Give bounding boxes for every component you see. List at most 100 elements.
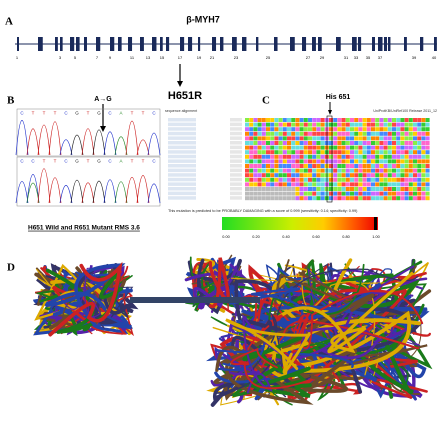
residue xyxy=(400,187,405,191)
residue xyxy=(396,164,401,168)
residue xyxy=(245,154,249,159)
residue xyxy=(245,131,249,136)
residue xyxy=(387,136,392,141)
residue xyxy=(253,131,258,136)
residue xyxy=(400,122,405,127)
residue xyxy=(320,150,325,155)
residue xyxy=(354,177,359,182)
residue xyxy=(408,118,413,122)
residue xyxy=(274,136,279,141)
alignment-header: UniProtKB/UniRef100 Release 2011_12 xyxy=(373,109,437,113)
residue xyxy=(362,168,367,173)
residue xyxy=(278,154,283,159)
residue xyxy=(329,150,333,155)
residue xyxy=(383,191,388,196)
residue xyxy=(261,154,266,159)
residue xyxy=(274,145,279,150)
residue xyxy=(425,131,430,136)
exon xyxy=(420,37,424,51)
residue xyxy=(253,118,258,122)
residue xyxy=(404,177,409,182)
residue xyxy=(417,191,422,196)
residue xyxy=(299,187,304,191)
panel-label: C xyxy=(262,95,270,107)
residue xyxy=(358,127,363,132)
residue xyxy=(341,154,346,159)
residue xyxy=(383,182,388,187)
exon xyxy=(372,37,376,51)
residue xyxy=(366,131,371,136)
panel-label: D xyxy=(7,262,15,274)
residue xyxy=(362,118,367,122)
base-call: A xyxy=(119,111,122,116)
residue xyxy=(387,131,392,136)
residue xyxy=(287,150,291,155)
residue xyxy=(408,122,413,127)
residue xyxy=(425,177,430,182)
residue xyxy=(392,191,396,196)
residue xyxy=(362,177,367,182)
residue xyxy=(358,141,363,145)
residue xyxy=(287,122,291,127)
residue xyxy=(329,141,333,145)
residue xyxy=(396,187,401,191)
residue xyxy=(282,150,287,155)
residue xyxy=(341,168,346,173)
peak xyxy=(37,124,51,156)
residue xyxy=(379,168,384,173)
residue xyxy=(392,131,396,136)
base-call: C xyxy=(152,111,156,116)
residue xyxy=(379,150,384,155)
residue xyxy=(358,154,363,159)
residue xyxy=(345,182,350,187)
residue xyxy=(299,122,304,127)
residue xyxy=(379,122,384,127)
residue xyxy=(392,122,396,127)
residue xyxy=(270,118,275,122)
residue xyxy=(329,173,333,178)
residue xyxy=(337,127,342,132)
residue xyxy=(253,196,258,201)
residue xyxy=(341,191,346,196)
residue xyxy=(270,150,275,155)
residue xyxy=(320,131,325,136)
exon xyxy=(110,37,115,51)
residue xyxy=(274,122,279,127)
residue xyxy=(308,159,312,164)
peak xyxy=(136,139,150,156)
exon xyxy=(242,37,247,51)
residue xyxy=(333,164,338,168)
residue xyxy=(303,122,308,127)
residue xyxy=(287,118,291,122)
residue xyxy=(266,145,270,150)
exon xyxy=(220,37,224,51)
residue xyxy=(400,145,405,150)
base-call: G xyxy=(97,111,101,116)
residue xyxy=(375,168,380,173)
exon-number: 37 xyxy=(378,55,383,60)
base-call: C xyxy=(64,111,68,116)
residue xyxy=(354,196,359,201)
exon xyxy=(17,37,20,51)
exon xyxy=(358,37,362,51)
residue xyxy=(379,141,384,145)
residue xyxy=(320,191,325,196)
residue xyxy=(278,131,283,136)
residue xyxy=(278,136,283,141)
residue xyxy=(362,164,367,168)
id-cell xyxy=(230,131,242,136)
residue xyxy=(350,159,354,164)
residue xyxy=(358,122,363,127)
residue xyxy=(337,150,342,155)
residue xyxy=(316,131,321,136)
residue xyxy=(253,159,258,164)
residue xyxy=(287,131,291,136)
residue xyxy=(371,150,375,155)
ribbon xyxy=(254,271,414,354)
residue xyxy=(278,159,283,164)
exon-number: 21 xyxy=(210,55,215,60)
residue xyxy=(308,145,312,150)
name-cell xyxy=(168,141,196,145)
residue xyxy=(320,187,325,191)
residue xyxy=(270,122,275,127)
